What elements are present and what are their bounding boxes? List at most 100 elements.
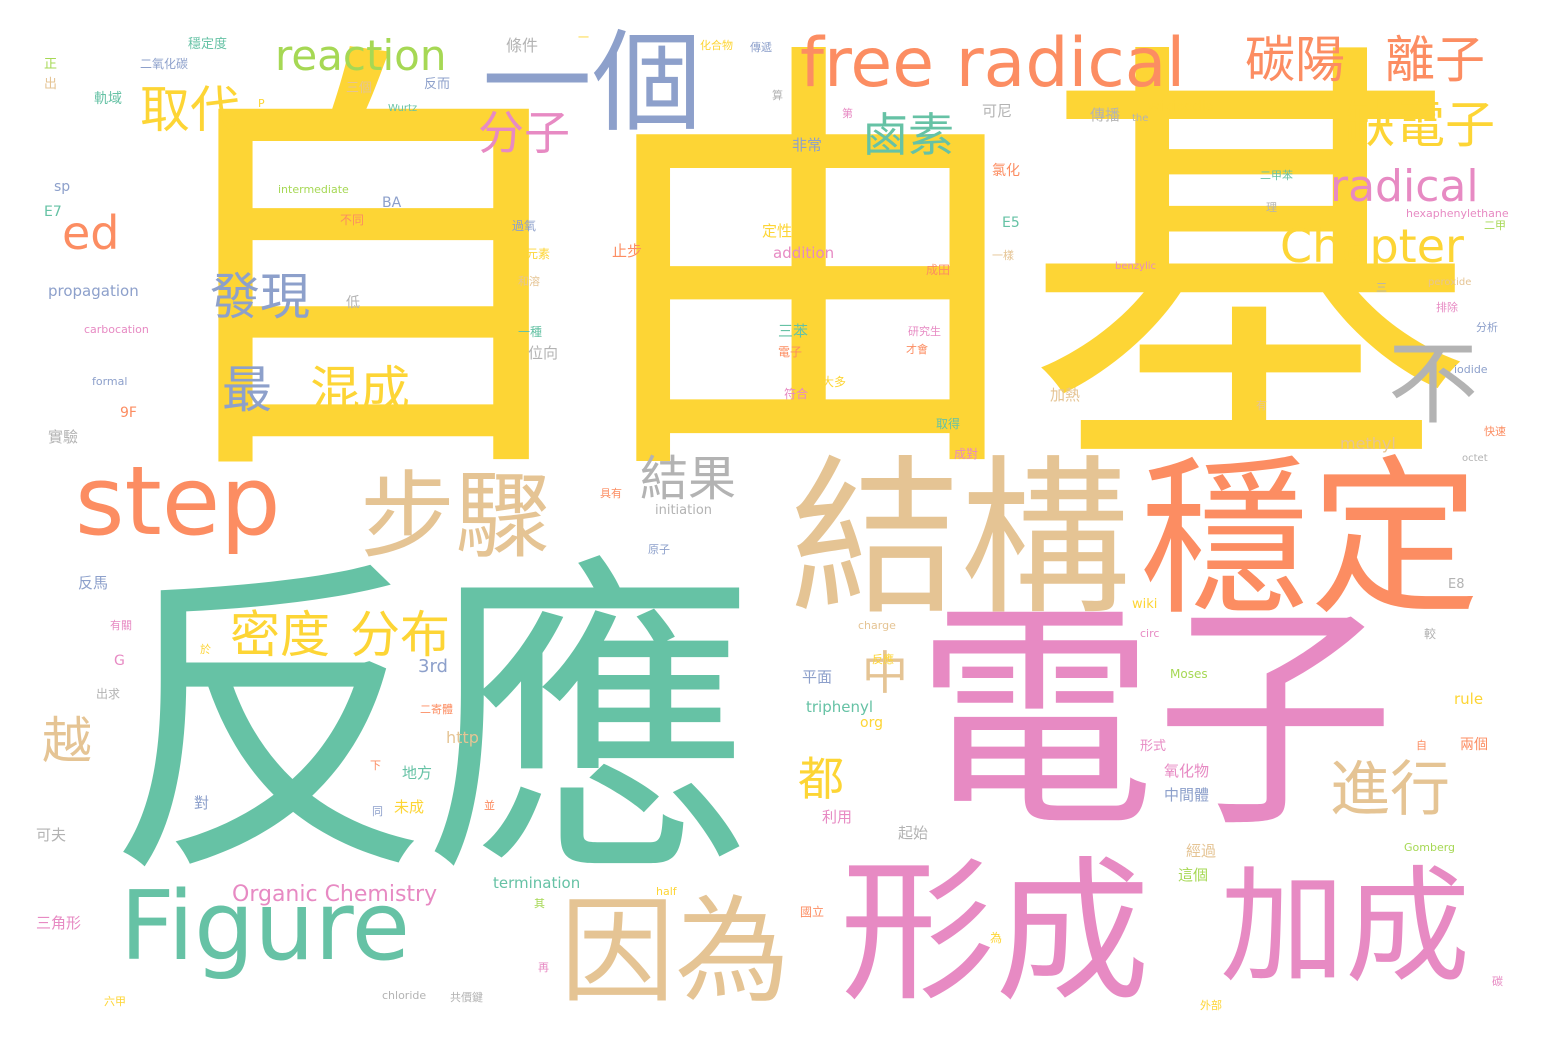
word: 三苯 (778, 322, 809, 340)
word: 傳播 (1090, 106, 1121, 124)
word: 加成 (1220, 855, 1470, 1000)
word: 元素 (526, 247, 551, 261)
word: octet (1462, 453, 1488, 464)
word: 二氧化碳 (140, 57, 189, 71)
word: 軌域 (94, 91, 122, 107)
word: 離子 (1385, 31, 1485, 89)
word: 鹵素 (862, 108, 954, 162)
word: half (656, 885, 677, 898)
word: E8 (1448, 577, 1465, 592)
word: 經過 (1186, 842, 1217, 860)
word: E7 (44, 204, 62, 220)
word: 一個 (482, 19, 702, 147)
word: 9F (120, 405, 137, 421)
word: 平面 (802, 668, 833, 686)
word: 於 (200, 643, 211, 656)
word: propagation (48, 282, 139, 300)
word: 止步 (612, 242, 643, 260)
word: 快速 (1484, 425, 1506, 438)
word: charge (858, 619, 896, 632)
word: radical (1330, 161, 1479, 212)
word: Gomberg (1404, 841, 1456, 854)
word: 都 (798, 752, 844, 806)
word: 符合 (784, 387, 809, 401)
word: 碳陽 (1245, 31, 1345, 89)
word: 取代 (140, 81, 240, 139)
word: 有關 (110, 619, 132, 632)
word: 其 (534, 897, 545, 910)
word: 低 (346, 295, 360, 311)
word: 研究生 (908, 325, 941, 338)
word: 成對 (954, 447, 979, 461)
word: rule (1454, 690, 1484, 708)
word: 起始 (898, 824, 929, 842)
word: 實驗 (48, 428, 79, 446)
word: 電子 (778, 345, 803, 359)
word: benzylic (1115, 261, 1157, 272)
word: hexaphenylethane (1406, 207, 1509, 220)
word: 可夫 (36, 826, 67, 844)
word: 不 (1388, 332, 1478, 437)
word: 正 (44, 57, 58, 72)
word: 三個 (346, 81, 373, 96)
word: 未成 (394, 798, 425, 816)
word: addition (773, 244, 835, 262)
word: 反馬 (78, 574, 109, 592)
word: 地方 (402, 764, 433, 782)
word: 氧化物 (1164, 762, 1210, 780)
word: 一樣 (992, 249, 1014, 262)
word: 對 (194, 794, 210, 812)
word: 過氧 (512, 219, 537, 233)
word: 算 (772, 89, 783, 102)
word: 有 (1256, 399, 1267, 412)
word: 自 (1416, 739, 1427, 752)
word: 兩個 (1460, 737, 1488, 753)
word: formal (92, 375, 128, 388)
word: 出求 (96, 687, 121, 701)
word: 定性 (762, 222, 793, 240)
word: wikipedia (1148, 99, 1215, 115)
word: 同 (372, 805, 383, 818)
word: sp (54, 179, 71, 195)
word: 缺電子 (1345, 96, 1495, 154)
word: 反應 (872, 653, 894, 666)
word: chloride (382, 989, 427, 1002)
word: E5 (1002, 215, 1020, 231)
word: termination (493, 874, 581, 892)
word: peroxide (1428, 277, 1472, 288)
word: 二甲苯 (1260, 169, 1293, 182)
word: Wurtz (388, 103, 418, 114)
word: 為 (990, 931, 1003, 945)
word: Moses (1170, 667, 1208, 681)
word: P (258, 97, 265, 110)
word: 分子 (478, 106, 570, 160)
word: 氯化 (992, 163, 1020, 179)
word: 並 (484, 799, 495, 812)
word: 一 (578, 31, 589, 44)
word: intermediate (278, 183, 349, 196)
word: 密度 (230, 606, 330, 664)
word: 國立 (800, 905, 825, 919)
word: circ (1140, 627, 1160, 640)
word: methyl (1340, 434, 1396, 453)
word: 形式 (1140, 739, 1167, 754)
word: reaction (275, 31, 447, 80)
word: 反而 (424, 77, 451, 92)
word: 不同 (340, 213, 365, 227)
word: 越 (42, 712, 92, 770)
word: Figure (120, 872, 411, 982)
word: 才會 (906, 343, 928, 356)
word: 中間體 (1164, 786, 1210, 804)
word: free radical (800, 24, 1186, 103)
word: 出 (44, 77, 58, 92)
word: 結構 (790, 441, 1131, 639)
word: 取得 (936, 417, 961, 431)
word: 混成 (310, 361, 410, 419)
word: 二寄體 (420, 703, 453, 716)
word: 穩定度 (188, 37, 228, 52)
word: initiation (655, 503, 713, 518)
word: http (446, 728, 479, 747)
word: 分布 (350, 606, 450, 664)
word: 中 (862, 646, 908, 700)
word: step (75, 447, 281, 557)
